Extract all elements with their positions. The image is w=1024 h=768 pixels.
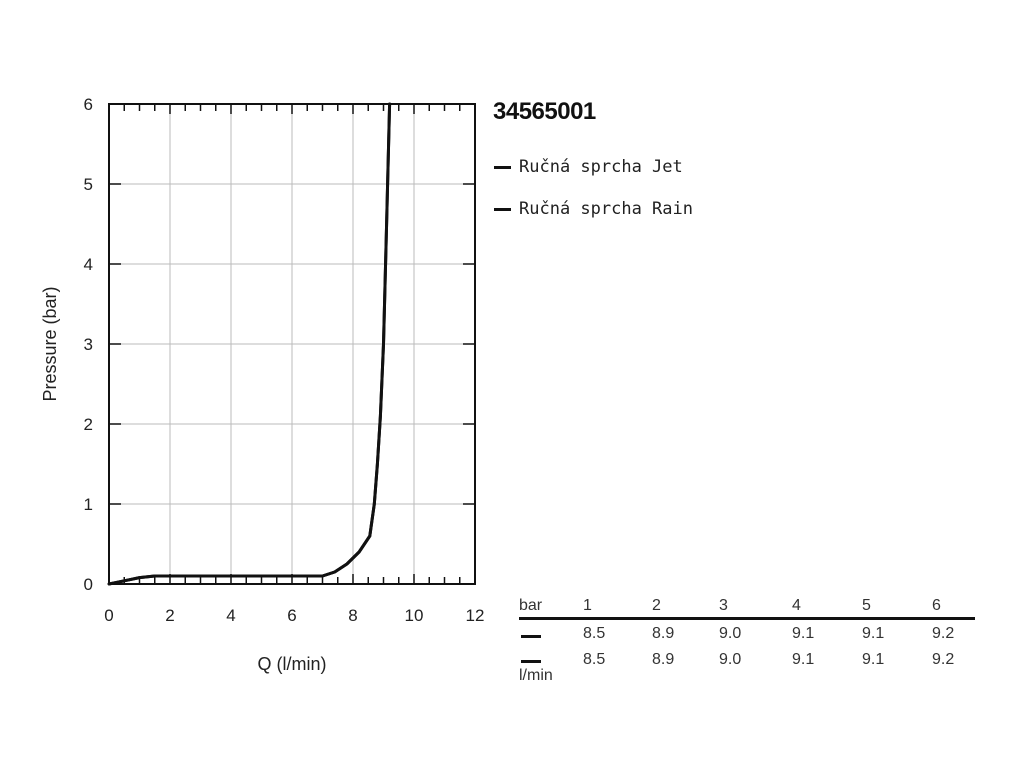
table-cell: 9.1 [862, 625, 885, 642]
table-cell: 8.9 [652, 651, 675, 668]
table-cell: 9.2 [932, 625, 955, 642]
grid [108, 103, 476, 585]
legend-item-rain: Ručná sprcha Rain [494, 198, 693, 220]
y-axis-label: Pressure (bar) [40, 286, 60, 401]
table-cell: 8.5 [583, 651, 606, 668]
x-tick-label: 0 [104, 606, 113, 625]
x-tick-label: 8 [348, 606, 357, 625]
x-tick-label: 2 [165, 606, 174, 625]
y-tick-label: 6 [84, 95, 93, 114]
x-tick-label: 4 [226, 606, 235, 625]
x-axis-label: Q (l/min) [258, 654, 327, 674]
table-cell: 8.9 [652, 625, 675, 642]
axis-ticks [108, 103, 476, 585]
chart-title: 34565001 [493, 98, 596, 125]
table-cell: 9.1 [862, 651, 885, 668]
y-tick-label: 0 [84, 575, 93, 594]
table-cell: 9.0 [719, 625, 742, 642]
legend-swatch-rain [494, 207, 511, 211]
table-cell: 9.1 [792, 625, 815, 642]
y-tick-label: 3 [84, 335, 93, 354]
table-header-cell: 1 [583, 597, 592, 614]
x-tick-label: 6 [287, 606, 296, 625]
series-lines [107, 102, 392, 586]
x-tick-label: 10 [405, 606, 424, 625]
x-tick-label: 12 [466, 606, 485, 625]
table-row-jet: 8.5 8.9 9.0 9.1 9.1 9.2 [519, 624, 975, 650]
y-tick-labels: 0 1 2 3 4 5 6 [84, 95, 93, 594]
table-row-rain: 8.5 8.9 9.0 9.1 9.1 9.2 [519, 650, 975, 676]
table-header-unit: bar [519, 597, 543, 614]
table-unit-label: l/min [519, 667, 553, 684]
table-row-swatch-jet [521, 635, 541, 638]
y-tick-label: 2 [84, 415, 93, 434]
table-header-cell: 6 [932, 597, 941, 614]
table-cell: 9.2 [932, 651, 955, 668]
legend-item-jet: Ručná sprcha Jet [494, 156, 693, 178]
x-tick-labels: 0 2 4 6 8 10 12 [104, 606, 484, 625]
legend-swatch-jet [494, 165, 511, 169]
y-tick-label: 1 [84, 495, 93, 514]
table-row-swatch-rain [521, 660, 541, 663]
table-cell: 9.0 [719, 651, 742, 668]
table-header-cell: 4 [792, 597, 801, 614]
legend-label-jet: Ručná sprcha Jet [519, 157, 683, 177]
table-header-cell: 5 [862, 597, 871, 614]
table-cell: 9.1 [792, 651, 815, 668]
table-cell: 8.5 [583, 625, 606, 642]
series-line-1 [107, 102, 392, 586]
table-header-cell: 2 [652, 597, 661, 614]
legend-label-rain: Ručná sprcha Rain [519, 199, 693, 219]
flow-table: bar 1 2 3 4 5 6 8.5 8.9 9.0 9.1 9.1 9.2 … [519, 597, 975, 676]
table-header-row: bar 1 2 3 4 5 6 [519, 597, 975, 620]
y-tick-label: 5 [84, 175, 93, 194]
legend: Ručná sprcha Jet Ručná sprcha Rain [494, 156, 693, 240]
table-header-cell: 3 [719, 597, 728, 614]
y-tick-label: 4 [84, 255, 93, 274]
